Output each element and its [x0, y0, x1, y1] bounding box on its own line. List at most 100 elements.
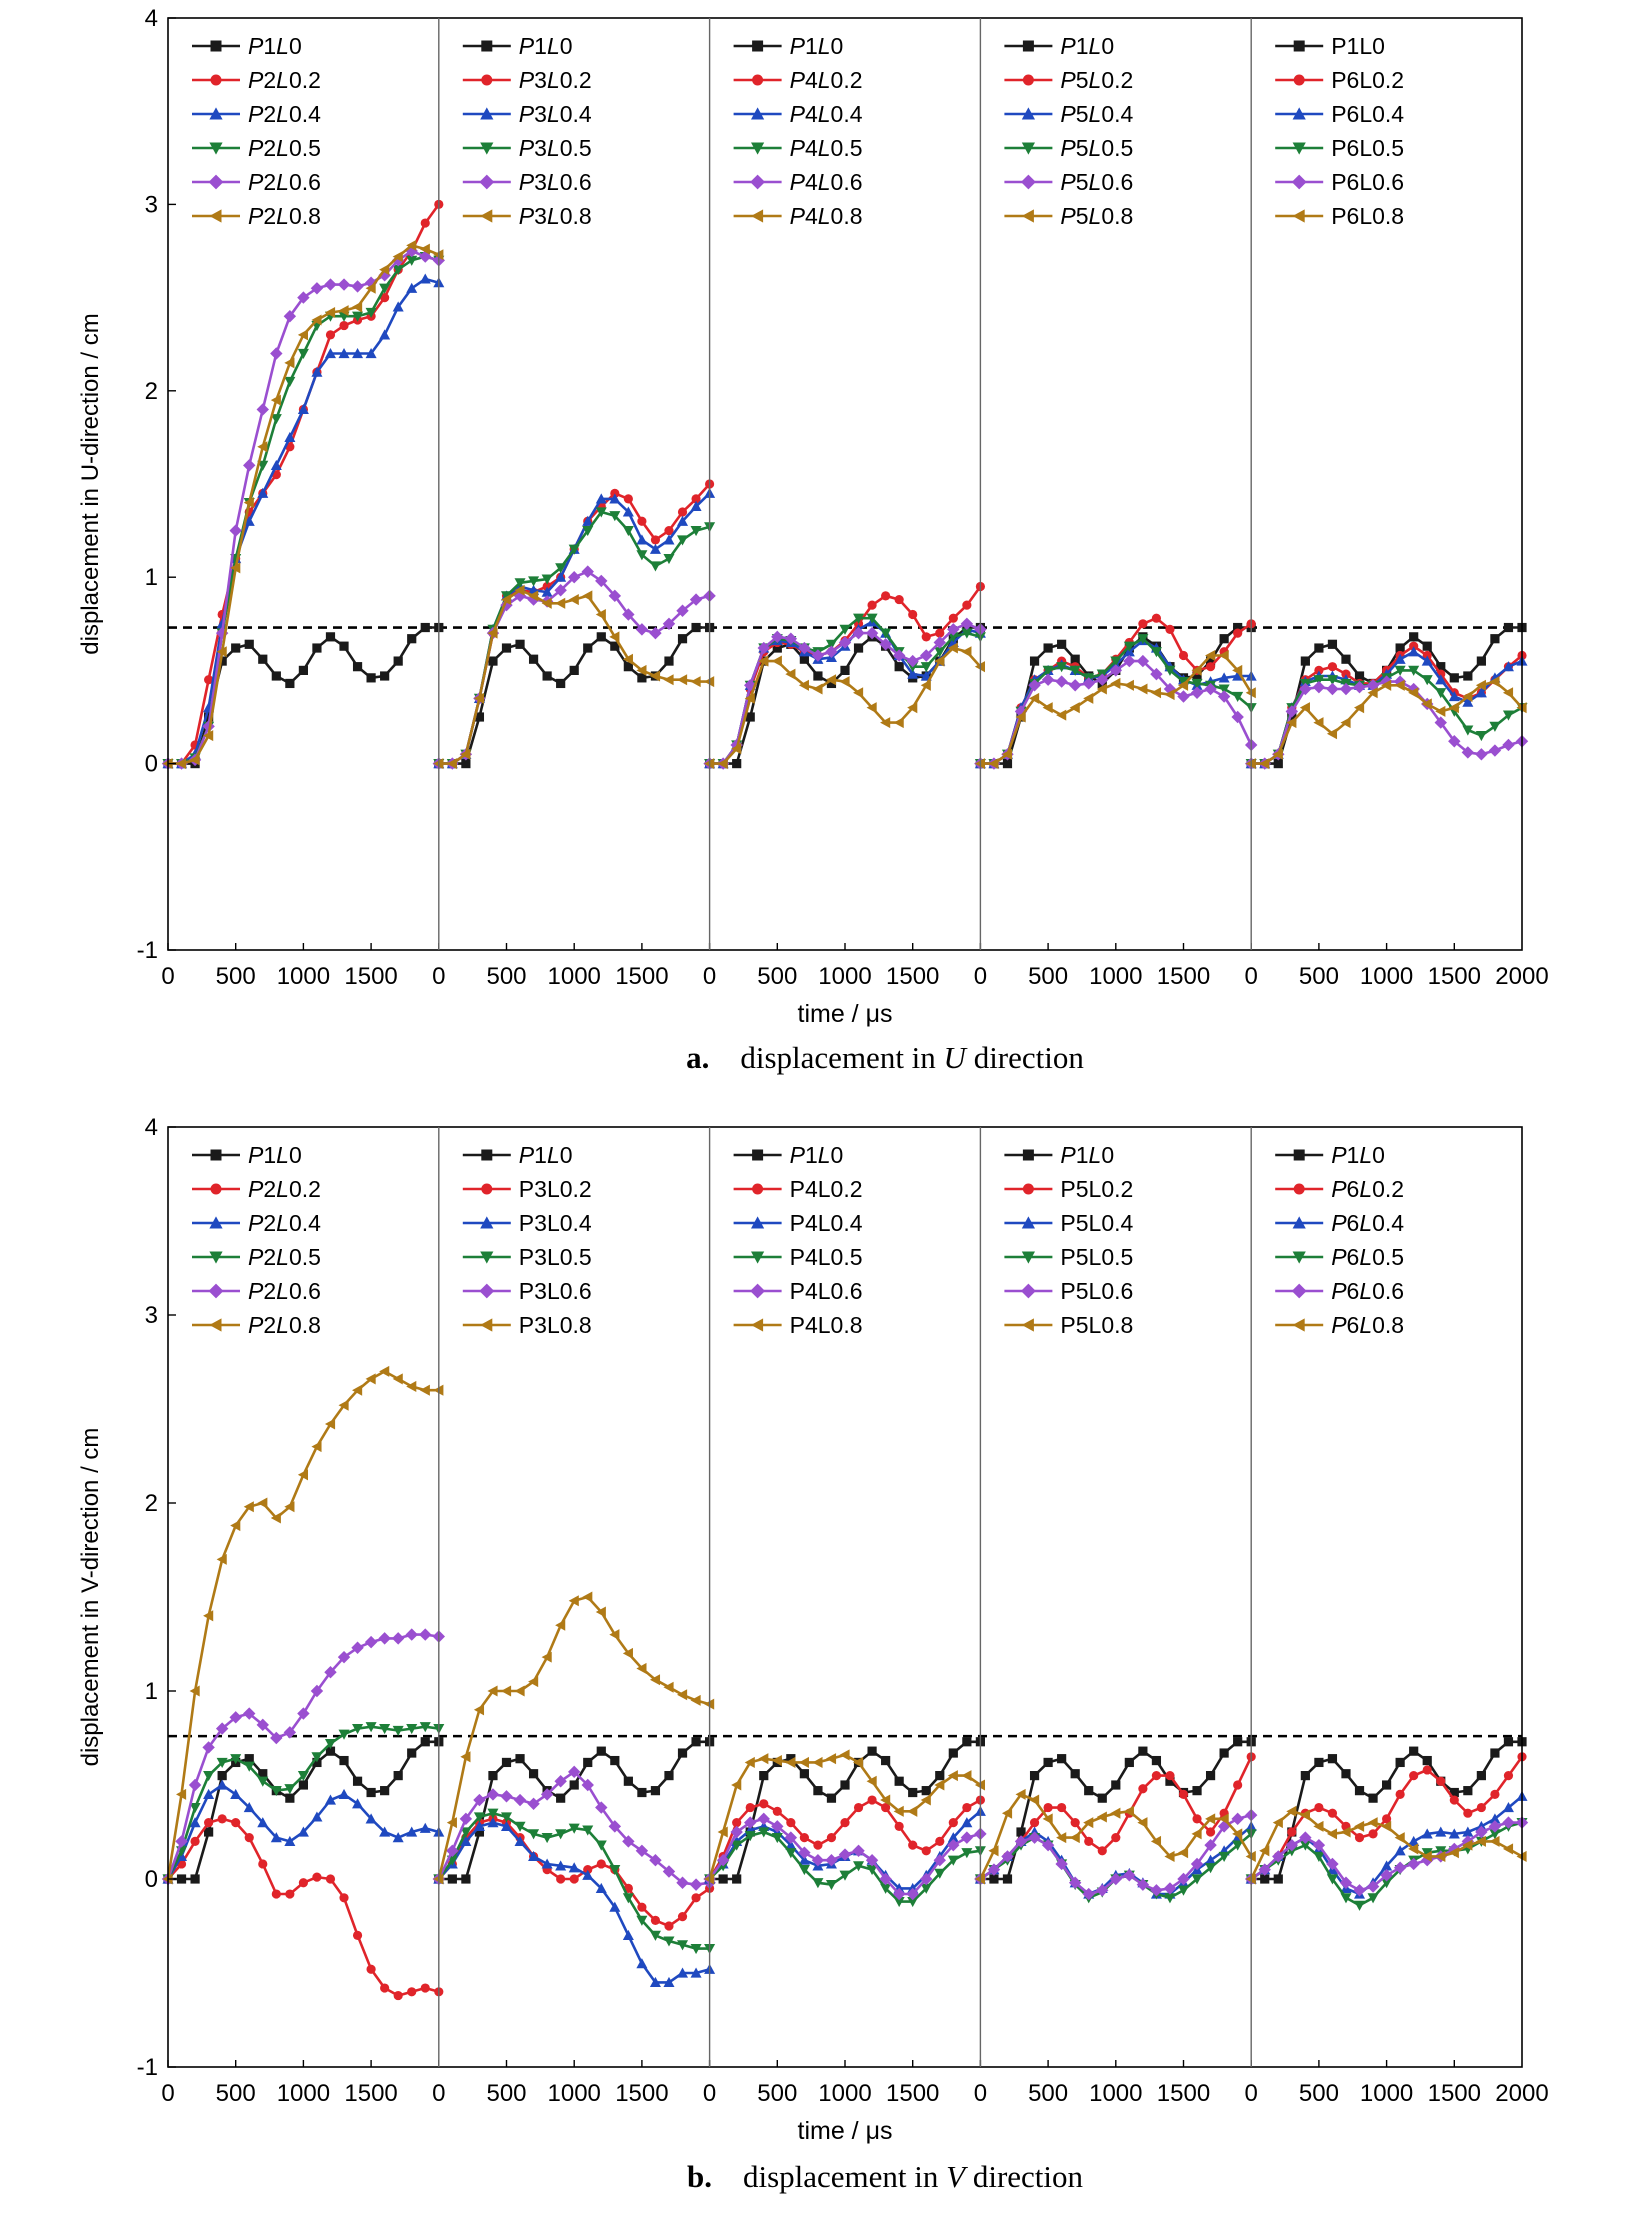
- data-point: [447, 1874, 457, 1884]
- legend-marker: [1292, 1251, 1306, 1264]
- data-point: [555, 563, 567, 574]
- legend-marker: [1021, 1216, 1035, 1229]
- data-point: [311, 366, 323, 377]
- legend-marker: [1020, 1283, 1036, 1299]
- series-P1L0: [975, 1737, 1256, 1884]
- data-point: [311, 1752, 323, 1763]
- data-point: [865, 1853, 879, 1867]
- legend-label: P4L0.5: [790, 135, 863, 161]
- data-point: [1163, 682, 1177, 696]
- data-point: [230, 562, 241, 574]
- data-point: [636, 1915, 648, 1926]
- series-P2L0.6: [161, 244, 446, 770]
- legend-marker: [1292, 1318, 1305, 1332]
- legend-label: P3L0.6: [519, 1278, 592, 1304]
- data-point: [189, 1817, 201, 1828]
- x-tick-label: 0: [1245, 963, 1258, 990]
- series-P2L0.4: [162, 1779, 445, 1884]
- data-point: [1097, 1793, 1107, 1803]
- legend-label: P3L0.2: [519, 67, 592, 93]
- data-point: [610, 488, 620, 498]
- data-point: [1409, 641, 1419, 651]
- series-P2L0.5: [162, 251, 445, 770]
- data-point: [880, 628, 892, 639]
- data-point: [1463, 1808, 1473, 1818]
- data-point: [555, 1860, 567, 1871]
- data-point: [555, 597, 566, 609]
- data-point: [352, 1776, 363, 1786]
- data-point: [650, 1915, 661, 1925]
- data-point: [1056, 709, 1067, 721]
- legend-marker: [209, 142, 223, 155]
- data-point: [270, 1786, 282, 1797]
- data-point: [839, 676, 850, 688]
- data-point: [339, 320, 349, 331]
- data-point: [1177, 1885, 1190, 1896]
- data-point: [283, 310, 297, 323]
- x-tick-label: 1500: [1157, 963, 1210, 990]
- data-point: [366, 673, 376, 683]
- data-point: [567, 1765, 581, 1779]
- x-tick-label: 0: [161, 963, 174, 990]
- series-P2L0.5: [162, 1722, 445, 1885]
- data-point: [799, 654, 809, 664]
- data-point: [962, 600, 972, 610]
- data-point: [379, 329, 391, 340]
- series-P2L0.8: [162, 239, 444, 770]
- data-point: [257, 441, 268, 453]
- data-point: [1205, 1771, 1216, 1781]
- legend-marker: [1021, 1251, 1035, 1264]
- data-point: [1476, 1771, 1486, 1781]
- data-point: [623, 1776, 633, 1786]
- data-point: [366, 1964, 376, 1974]
- legend-label: P4L0.6: [790, 1278, 863, 1304]
- data-point: [730, 1825, 743, 1839]
- data-point: [1191, 678, 1203, 689]
- data-point: [339, 1893, 349, 1903]
- series-P4L0.6: [703, 617, 987, 770]
- data-point: [798, 1846, 811, 1859]
- data-point: [677, 1912, 688, 1922]
- data-point: [610, 1755, 620, 1766]
- legend-marker: [1292, 142, 1306, 155]
- data-point: [541, 1651, 552, 1663]
- legend-marker: [209, 1251, 223, 1264]
- data-point: [1448, 1828, 1460, 1839]
- data-point: [312, 1872, 322, 1882]
- y-tick-label: 1: [145, 1678, 158, 1705]
- data-point: [1164, 689, 1175, 701]
- data-point: [513, 589, 527, 603]
- data-point: [609, 493, 621, 504]
- data-point: [297, 329, 308, 341]
- data-point: [284, 431, 296, 442]
- y-tick-label: 3: [145, 191, 158, 218]
- legend-label: P1L0: [790, 1142, 844, 1168]
- data-point: [473, 1820, 485, 1831]
- legend-marker: [479, 174, 495, 190]
- data-point: [1150, 687, 1162, 699]
- data-point: [663, 1936, 675, 1947]
- data-point: [500, 1820, 513, 1831]
- data-point: [1218, 1851, 1230, 1862]
- figure-caption: b. displacement in V direction: [687, 2159, 1084, 2194]
- data-point: [338, 1729, 350, 1740]
- data-point: [757, 641, 770, 655]
- legend-label: P6L0.8: [1331, 203, 1404, 229]
- legend-label: P5L0.5: [1060, 1244, 1133, 1270]
- data-point: [297, 291, 310, 304]
- data-point: [649, 1674, 661, 1686]
- data-point: [1395, 643, 1405, 653]
- data-point: [1381, 1820, 1392, 1832]
- data-point: [339, 641, 349, 651]
- data-point: [541, 1858, 553, 1869]
- data-point: [1340, 717, 1351, 729]
- data-point: [256, 403, 269, 416]
- data-point: [1069, 665, 1081, 676]
- data-point: [1178, 650, 1189, 661]
- data-point: [500, 591, 513, 602]
- data-point: [1137, 683, 1148, 695]
- data-point: [311, 1811, 323, 1822]
- data-point: [1367, 687, 1378, 699]
- data-point: [528, 1850, 540, 1862]
